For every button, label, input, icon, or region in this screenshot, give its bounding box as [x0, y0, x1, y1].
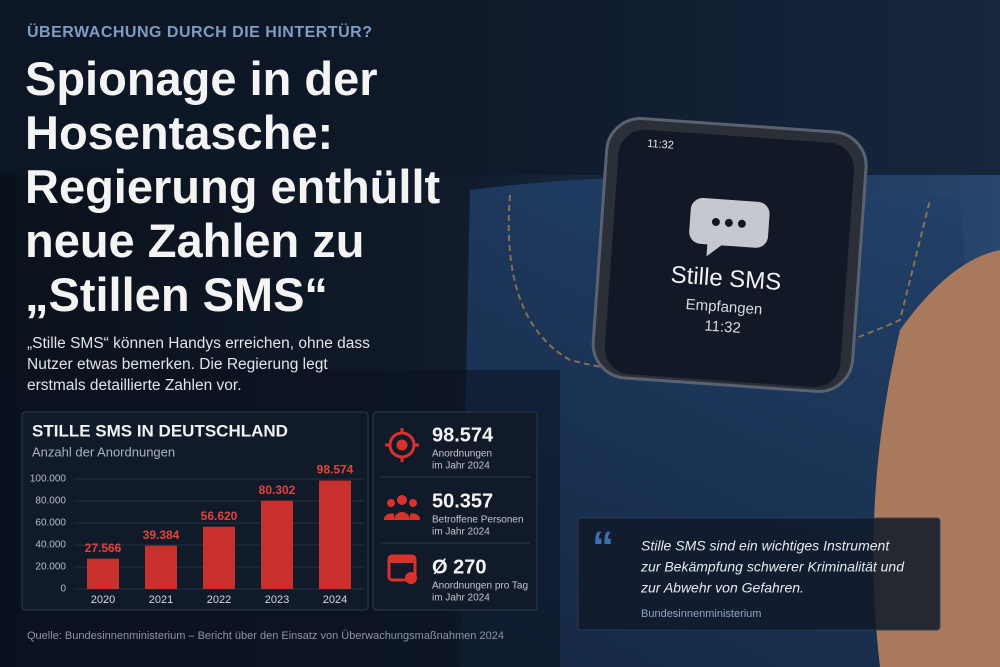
- x-tick-label: 2020: [91, 594, 115, 606]
- bar: [203, 526, 235, 589]
- quote-source: Bundesinnenministerium: [641, 608, 761, 620]
- y-tick-label: 20.000: [35, 562, 66, 573]
- value-label: 27.566: [85, 541, 122, 555]
- title-line: Hosentasche:: [25, 106, 334, 159]
- value-label: 80.302: [259, 483, 296, 497]
- people-icon: [383, 495, 421, 520]
- quote-line: Stille SMS sind ein wichtiges Instrument: [641, 538, 890, 554]
- source: Quelle: Bundesinnenministerium – Bericht…: [27, 630, 504, 642]
- phone-time: 11:32: [704, 317, 742, 337]
- title-line: Regierung enthüllt: [25, 160, 441, 213]
- calendar-icon: [387, 554, 417, 584]
- bar: [319, 480, 351, 589]
- y-tick-label: 100.000: [30, 474, 67, 485]
- title-line: neue Zahlen zu: [25, 214, 365, 267]
- x-tick-label: 2023: [265, 594, 289, 606]
- phone-state: Empfangen: [685, 296, 763, 318]
- title: Spionage in der Hosentasche: Regierung ent…: [25, 52, 440, 322]
- quote-panel: “: [577, 517, 941, 631]
- chart-title: STILLE SMS IN DEUTSCHLAND: [32, 421, 288, 440]
- y-tick-label: 60.000: [35, 518, 66, 529]
- x-tick-label: 2022: [207, 594, 231, 606]
- chart: STILLE SMS IN DEUTSCHLAND Anzahl der Ano…: [21, 411, 369, 611]
- kicker: ÜBERWACHUNG DURCH DIE HINTERTÜR?: [27, 24, 373, 41]
- stat-value: 98.574: [432, 424, 494, 446]
- value-label: 56.620: [201, 509, 238, 523]
- stat-label: im Jahr 2024: [432, 593, 490, 604]
- value-label: 98.574: [317, 463, 354, 477]
- x-tick-label: 2024: [323, 594, 347, 606]
- x-tick-label: 2021: [149, 594, 173, 606]
- stat-label: im Jahr 2024: [432, 527, 490, 538]
- y-tick-label: 0: [60, 584, 66, 595]
- bar: [145, 545, 177, 589]
- stat-value: 50.357: [432, 490, 493, 512]
- chart-subtitle: Anzahl der Anordnungen: [32, 444, 175, 459]
- stats-panel: [372, 411, 538, 611]
- pocket-seam: [507, 194, 931, 375]
- message-icon: [689, 198, 770, 257]
- title-line: „Stillen SMS“: [25, 268, 328, 321]
- quote-mark: “: [592, 523, 614, 572]
- quote-line: zur Abwehr von Gefahren.: [640, 580, 804, 596]
- bar: [87, 558, 119, 589]
- stat-label: Anordnungen pro Tag: [432, 581, 528, 592]
- phone-status-time: 11:32: [647, 138, 674, 152]
- target-icon: [385, 428, 419, 462]
- stat-label: Betroffene Personen: [432, 515, 524, 526]
- title-line: Spionage in der: [25, 52, 378, 105]
- stat-value: Ø 270: [432, 556, 486, 578]
- stat-label: im Jahr 2024: [432, 461, 490, 472]
- y-tick-label: 80.000: [35, 496, 66, 507]
- stat-label: Anordnungen: [432, 449, 492, 460]
- value-label: 39.384: [143, 528, 180, 542]
- quote-line: zur Bekämpfung schwerer Kriminalität und: [640, 559, 905, 575]
- y-tick-label: 40.000: [35, 540, 66, 551]
- bar: [261, 500, 293, 589]
- chart-panel: [21, 411, 369, 611]
- lead: „Stille SMS“ können Handys erreichen, oh…: [27, 335, 370, 394]
- phone: 11:32 Stille SMS Empfangen 11:32: [591, 117, 868, 393]
- phone-screen: [604, 129, 854, 388]
